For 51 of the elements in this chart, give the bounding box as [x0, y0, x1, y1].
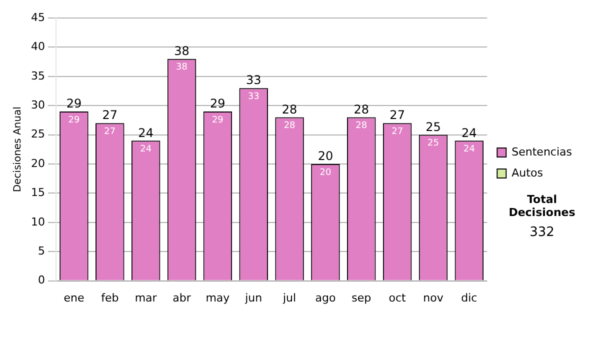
text: 332	[528, 225, 556, 240]
y-tick-label: 20	[30, 156, 45, 170]
x-tick-label: jun	[244, 291, 262, 304]
x-tick-label: abr	[172, 291, 192, 304]
data-label: 27	[392, 126, 404, 137]
y-tick-label: 45	[30, 10, 45, 24]
y-tick-label: 5	[38, 244, 45, 258]
y-tick-label: 40	[30, 40, 45, 54]
x-tick-label: ene	[64, 291, 84, 304]
x-tick-label: feb	[101, 291, 119, 304]
data-label: 20	[320, 168, 332, 178]
total-label: 24	[138, 126, 154, 140]
y-tick-label: 10	[30, 215, 45, 228]
y-tick-label: 15	[30, 186, 45, 200]
data-label: 29	[68, 115, 80, 126]
total-label: 24	[462, 126, 477, 140]
total-label: 27	[390, 108, 405, 122]
y-tick-label: 35	[30, 69, 45, 82]
x-tick-label: jul	[282, 291, 296, 304]
data-label: 25	[428, 138, 439, 149]
x-tick-label: dic	[461, 291, 478, 304]
x-tick-label: sep	[352, 291, 372, 304]
total-label: 27	[102, 108, 118, 122]
y-tick-label: 30	[30, 98, 45, 112]
total-label: 29	[210, 96, 226, 111]
data-label: 28	[284, 121, 296, 132]
data-label: 28	[356, 121, 368, 132]
y-axis-title: Decisiones Anual	[12, 106, 24, 192]
y-tick-label: 0	[38, 274, 45, 287]
x-tick-label: mar	[134, 291, 158, 304]
data-label: 27	[104, 126, 116, 137]
legend-label: Sentencias	[512, 145, 572, 158]
legend-label: Autos	[512, 166, 544, 180]
total-label: 20	[318, 149, 334, 164]
y-tick-label: 25	[30, 128, 45, 141]
data-label: 38	[176, 62, 188, 73]
total-label: 33	[246, 73, 262, 88]
total-label: 28	[282, 102, 298, 116]
x-tick-label: oct	[388, 291, 407, 304]
x-tick-label: ago	[315, 291, 336, 304]
text: Total Decisiones	[508, 193, 576, 219]
data-label: 33	[248, 92, 260, 102]
total-label: 25	[426, 120, 441, 134]
total-label: 28	[354, 102, 370, 116]
total-label: 29	[66, 96, 82, 111]
data-label: 29	[212, 115, 224, 126]
total-label: 38	[174, 44, 190, 58]
data-label: 24	[463, 144, 476, 154]
data-label: 24	[140, 144, 152, 154]
x-tick-label: may	[206, 291, 230, 304]
x-tick-label: nov	[423, 291, 444, 304]
